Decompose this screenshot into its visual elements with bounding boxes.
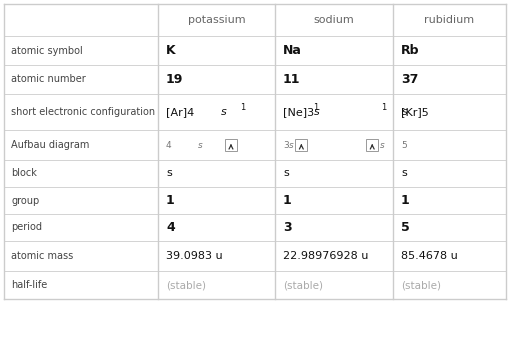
Text: s: s [402, 107, 407, 117]
Text: 3: 3 [282, 221, 291, 234]
Text: short electronic configuration: short electronic configuration [11, 107, 155, 117]
Text: Rb: Rb [400, 44, 419, 57]
Text: 1: 1 [381, 102, 386, 112]
Bar [365, 139, 378, 151]
Text: s: s [197, 140, 203, 150]
Text: sodium: sodium [313, 15, 354, 25]
Text: [Ne]3: [Ne]3 [282, 107, 314, 117]
Text: Aufbau diagram: Aufbau diagram [11, 140, 89, 150]
Text: 1: 1 [165, 194, 175, 207]
Text: s: s [288, 140, 293, 150]
Text: 4: 4 [165, 221, 175, 234]
Text: 37: 37 [400, 73, 417, 86]
Bar [224, 139, 237, 151]
Text: 22.98976928 u: 22.98976928 u [282, 251, 367, 261]
Text: 3: 3 [282, 140, 288, 150]
Text: 11: 11 [282, 73, 300, 86]
Text: group: group [11, 195, 39, 205]
Text: 1: 1 [400, 194, 409, 207]
Text: [Kr]5: [Kr]5 [400, 107, 428, 117]
Text: atomic number: atomic number [11, 74, 86, 85]
Text: period: period [11, 222, 42, 233]
Text: 5: 5 [400, 140, 406, 150]
Text: 1: 1 [282, 194, 291, 207]
Text: potassium: potassium [187, 15, 245, 25]
Text: atomic mass: atomic mass [11, 251, 73, 261]
Text: (stable): (stable) [400, 280, 440, 290]
Text: rubidium: rubidium [423, 15, 474, 25]
Text: 4: 4 [165, 140, 172, 150]
Text: 5: 5 [400, 221, 409, 234]
Text: s: s [380, 140, 384, 150]
Text: 1: 1 [313, 102, 318, 112]
Bar [295, 139, 307, 151]
Text: (stable): (stable) [165, 280, 206, 290]
Text: s: s [314, 107, 319, 117]
Text: (stable): (stable) [282, 280, 322, 290]
Text: s: s [282, 169, 288, 178]
Text: atomic symbol: atomic symbol [11, 46, 82, 55]
Text: 19: 19 [165, 73, 183, 86]
Text: s: s [165, 169, 172, 178]
Text: 85.4678 u: 85.4678 u [400, 251, 457, 261]
Text: 1: 1 [240, 102, 245, 112]
Text: Na: Na [282, 44, 301, 57]
Text: s: s [400, 169, 406, 178]
Text: 39.0983 u: 39.0983 u [165, 251, 222, 261]
Text: s: s [220, 107, 226, 117]
Text: K: K [165, 44, 175, 57]
Text: half-life: half-life [11, 280, 47, 290]
Text: block: block [11, 169, 37, 178]
Text: [Ar]4: [Ar]4 [165, 107, 194, 117]
